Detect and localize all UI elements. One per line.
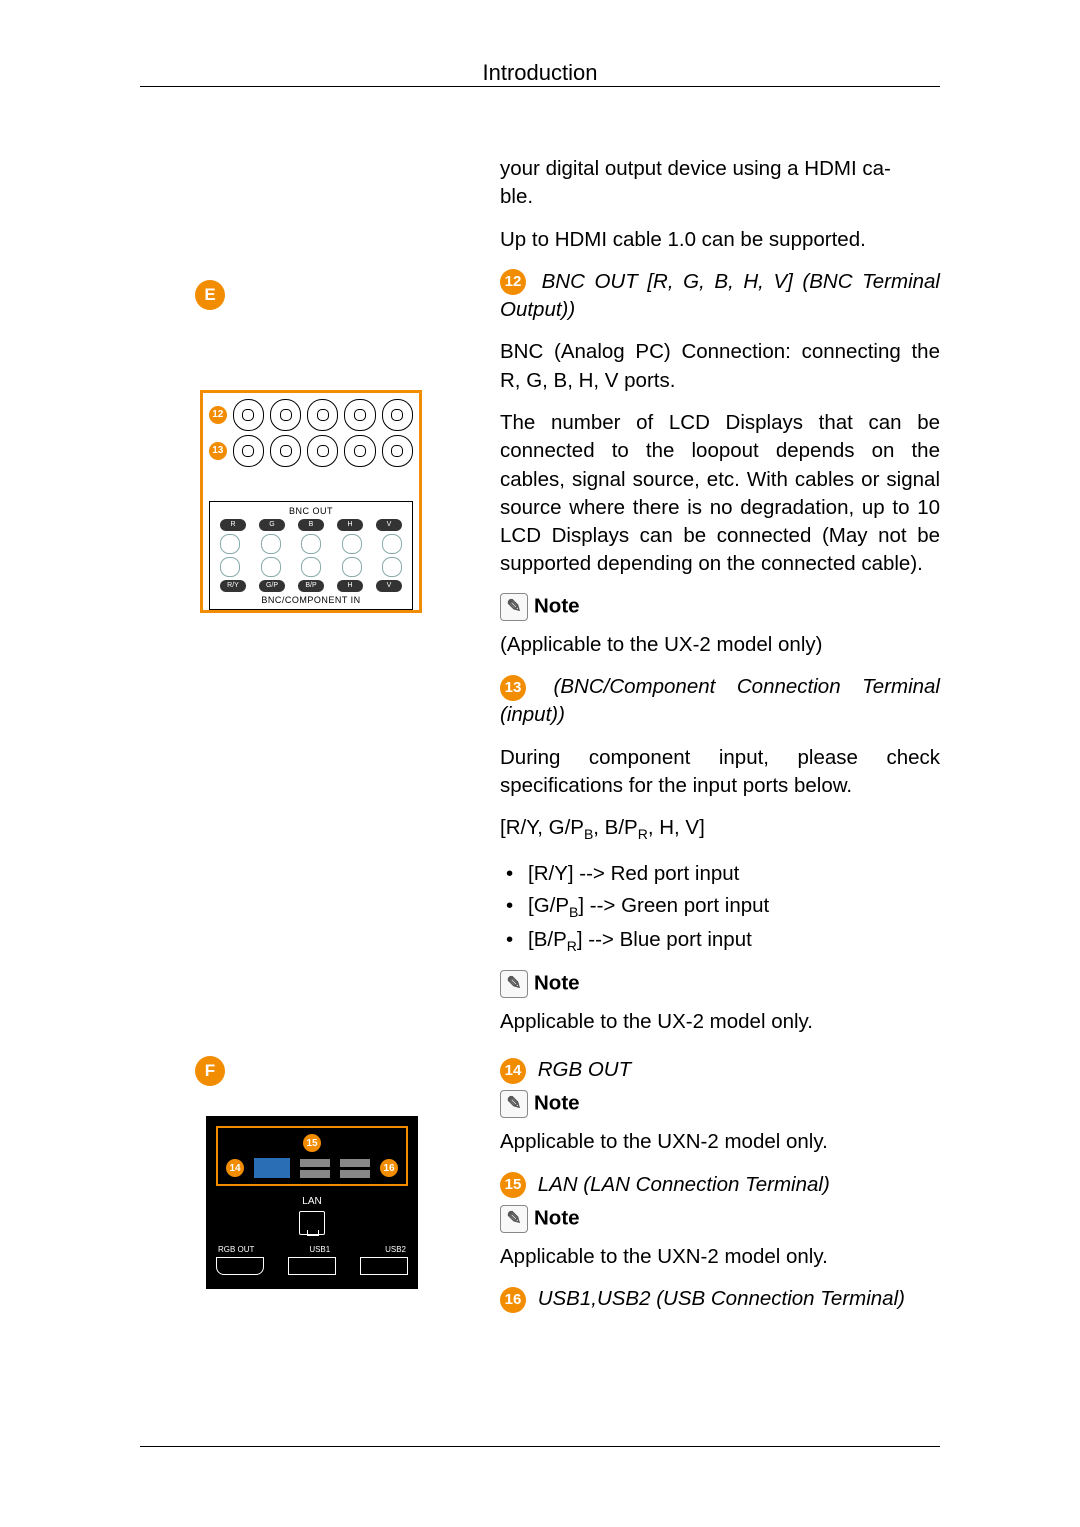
- callout-12-badge: 12: [500, 269, 526, 295]
- bnc-pill: G: [259, 519, 285, 531]
- bnc-connector-icon: [307, 435, 338, 467]
- note-uxn2-only-2: Applicable to the UXN-2 model only.: [500, 1243, 940, 1271]
- note-icon: ✎: [500, 1090, 528, 1118]
- bnc-connector-icon: [233, 399, 264, 431]
- bnc-connector-icon: [344, 435, 375, 467]
- bnc-connector-icon: [270, 435, 301, 467]
- bnc-out-label: BNC OUT: [214, 506, 408, 516]
- note-heading: ✎Note: [500, 593, 940, 621]
- bnc-ring-icon: [220, 557, 240, 577]
- note-ux2-only-2: Applicable to the UX-2 model only.: [500, 1008, 940, 1036]
- bnc-row-13-badge: 13: [209, 442, 227, 460]
- page-header-title: Introduction: [0, 60, 1080, 86]
- bnc-ring-icon: [342, 534, 362, 554]
- bnc-pill: V: [376, 580, 402, 592]
- bnc-component-in-label: BNC/COMPONENT IN: [214, 595, 408, 605]
- callout-14-badge: 14: [500, 1058, 526, 1084]
- bnc-connector-icon: [344, 399, 375, 431]
- bnc-diagram: 12 13: [200, 390, 422, 613]
- section-f-badge: F: [195, 1056, 225, 1086]
- bnc-pill: H: [337, 519, 363, 531]
- bnc-loopout-paragraph: The number of LCD Displays that can be c…: [500, 409, 940, 579]
- bnc-ring-icon: [382, 534, 402, 554]
- bnc-pill: R: [220, 519, 246, 531]
- note-uxn2-only: Applicable to the UXN-2 model only.: [500, 1128, 940, 1156]
- diagram-14-badge: 14: [226, 1159, 244, 1177]
- list-item: [R/Y] --> Red port input: [528, 858, 940, 890]
- usb2-label: USB2: [385, 1245, 406, 1254]
- note-heading: ✎Note: [500, 1205, 940, 1233]
- callout-15-badge: 15: [500, 1172, 526, 1198]
- footer-rule: [140, 1446, 940, 1447]
- bnc-ring-icon: [261, 557, 281, 577]
- rgb-port-icon: [216, 1257, 264, 1275]
- bnc-ring-icon: [382, 557, 402, 577]
- bnc-ring-icon: [261, 534, 281, 554]
- callout-16-badge: 16: [500, 1287, 526, 1313]
- rgb-lan-usb-diagram: 15 14 16 LAN: [206, 1116, 418, 1289]
- hdmi-support-line: Up to HDMI cable 1.0 can be supported.: [500, 226, 940, 254]
- bnc-connection-paragraph: BNC (Analog PC) Connection: connecting t…: [500, 338, 940, 395]
- rgb-out-label: RGB OUT: [218, 1245, 254, 1254]
- note-icon: ✎: [500, 1205, 528, 1233]
- slot-group-icon: [340, 1159, 370, 1178]
- prev-page-continuation: your digital output device using a HDMI …: [500, 155, 940, 212]
- bnc-pill: R/Y: [220, 580, 246, 592]
- usb-port-icon: [360, 1257, 408, 1275]
- lan-port-icon: [299, 1211, 325, 1235]
- bnc-connector-icon: [382, 399, 413, 431]
- callout-13-badge: 13: [500, 675, 526, 701]
- component-input-paragraph: During component input, please check spe…: [500, 744, 940, 801]
- bnc-row-12-badge: 12: [209, 406, 227, 424]
- bnc-pill: H: [337, 580, 363, 592]
- note-heading: ✎Note: [500, 1090, 940, 1118]
- header-rule: [140, 86, 940, 87]
- bnc-connector-icon: [233, 435, 264, 467]
- bnc-pill: G/P: [259, 580, 285, 592]
- bnc-connector-icon: [270, 399, 301, 431]
- port-label-row: RGB OUT USB1 USB2: [216, 1245, 408, 1254]
- diagram-16-badge: 16: [380, 1159, 398, 1177]
- bnc-pill: B: [298, 519, 324, 531]
- note-ux2-only: (Applicable to the UX-2 model only): [500, 631, 940, 659]
- note-icon: ✎: [500, 593, 528, 621]
- callout-16-title: 16 USB1,USB2 (USB Connection Terminal): [500, 1285, 940, 1313]
- bnc-pill: V: [376, 519, 402, 531]
- bnc-lower-panel: BNC OUT R G B H V: [209, 501, 413, 610]
- diagram-15-badge: 15: [303, 1134, 321, 1152]
- bnc-ring-icon: [301, 534, 321, 554]
- callout-13-title: 13 (BNC/Component Connection Terminal (i…: [500, 673, 940, 730]
- usb-port-icon: [288, 1257, 336, 1275]
- diagram-highlight-box: 15 14 16: [216, 1126, 408, 1186]
- slot-group-icon: [300, 1159, 330, 1178]
- callout-12-title: 12 BNC OUT [R, G, B, H, V] (BNC Terminal…: [500, 268, 940, 325]
- bnc-pill: B/P: [298, 580, 324, 592]
- bnc-ring-icon: [342, 557, 362, 577]
- lan-label: LAN: [216, 1196, 408, 1207]
- callout-14-title: 14 RGB OUT: [500, 1056, 940, 1084]
- bnc-ring-icon: [301, 557, 321, 577]
- bnc-connector-icon: [382, 435, 413, 467]
- callout-15-title: 15 LAN (LAN Connection Terminal): [500, 1171, 940, 1199]
- bnc-ring-icon: [220, 534, 240, 554]
- port-mapping-list: [R/Y] --> Red port input [G/PB] --> Gree…: [500, 858, 940, 957]
- section-e-badge: E: [195, 280, 225, 310]
- port-label-line: [R/Y, G/PB, B/PR, H, V]: [500, 814, 940, 844]
- vga-port-icon: [254, 1158, 290, 1178]
- bnc-connector-icon: [307, 399, 338, 431]
- note-icon: ✎: [500, 970, 528, 998]
- note-heading: ✎Note: [500, 970, 940, 998]
- list-item: [G/PB] --> Green port input: [528, 890, 940, 924]
- usb1-label: USB1: [309, 1245, 330, 1254]
- list-item: [B/PR] --> Blue port input: [528, 924, 940, 958]
